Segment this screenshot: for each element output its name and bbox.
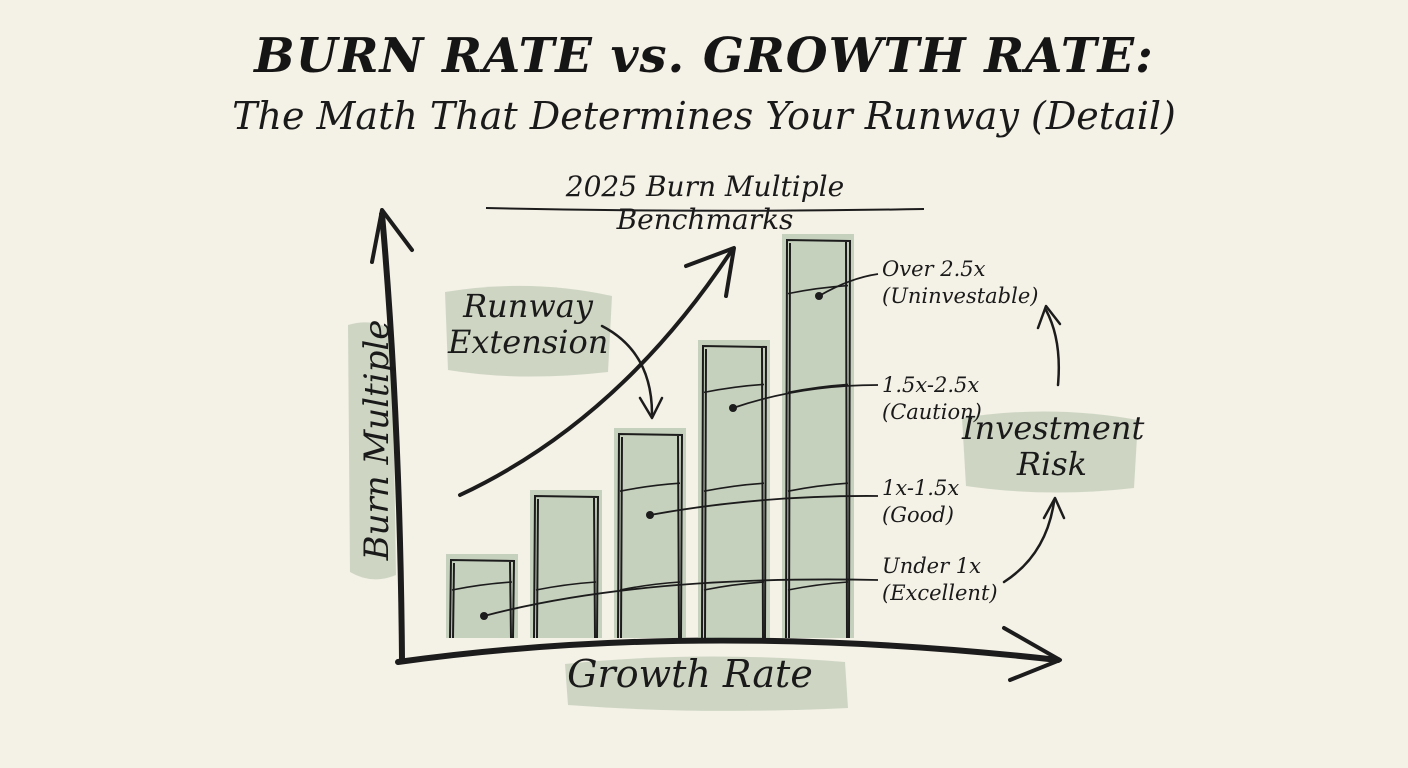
runway-arrow (600, 324, 654, 416)
bar-5-segment (787, 284, 849, 295)
risk-lower-arrow (1002, 500, 1056, 584)
tier-rating: (Good) (882, 503, 954, 527)
x-axis-arrowhead (1002, 626, 1062, 682)
leader-line-caution (732, 384, 879, 409)
runway-arrowhead (638, 396, 664, 420)
bar-4-segment (703, 482, 765, 492)
risk-up-arrowhead (1036, 304, 1062, 330)
bar-5 (785, 238, 852, 639)
y-axis-arrowhead (370, 208, 414, 264)
tier-range: Over 2.5x (882, 257, 986, 281)
risk-wash (962, 411, 1138, 493)
y-axis-wash (348, 322, 396, 580)
bar-3-segment (619, 482, 681, 492)
tier-rating: (Excellent) (882, 581, 998, 605)
bar-1 (449, 558, 516, 639)
bar-wash-2 (530, 490, 602, 638)
tier-leaders (480, 273, 879, 620)
bar-5-segment (787, 383, 849, 394)
tier-label-good: 1x-1.5x (Good) (882, 475, 959, 529)
x-axis-line (395, 637, 1061, 665)
tier-label-excellent: Under 1x (Excellent) (882, 553, 998, 607)
runway-wash (445, 285, 612, 377)
page-subtitle: The Math That Determines Your Runway (De… (232, 94, 1176, 138)
tier-range: 1.5x-2.5x (882, 373, 980, 397)
risk-up-arrow (1044, 308, 1061, 387)
bar-wash-3 (614, 428, 686, 638)
tier-rating: (Uninvestable) (882, 284, 1039, 308)
bar-5-segment (787, 581, 849, 591)
y-axis-line (379, 211, 405, 663)
tier-label-caution: 1.5x-2.5x (Caution) (882, 372, 982, 426)
leader-line-uninvestable (818, 273, 879, 297)
growth-trend-arrow (458, 248, 734, 497)
investment-risk-callout: Investment Risk (962, 409, 1145, 483)
chart-title-underline (485, 207, 925, 212)
bar-3-segment (619, 581, 681, 591)
runway-extension-callout: Runway Extension (448, 287, 609, 361)
leader-line-excellent (483, 578, 879, 617)
bars-group (446, 234, 854, 639)
bar-3 (617, 432, 684, 639)
bar-2-segment (535, 581, 597, 591)
growth-trend-arrowhead (684, 246, 736, 298)
x-axis-wash (565, 656, 848, 711)
bar-2 (533, 494, 600, 639)
bar-4-segment (703, 383, 765, 394)
tier-range: Under 1x (882, 554, 982, 578)
x-axis-label: Growth Rate (567, 652, 813, 696)
chart-title: 2025 Burn Multiple Benchmarks (565, 170, 845, 236)
bar-wash-1 (446, 554, 518, 638)
y-axis-label: Burn Multiple (357, 319, 397, 561)
tier-label-uninvestable: Over 2.5x (Uninvestable) (882, 256, 1038, 310)
page-title: BURN RATE vs. GROWTH RATE: (254, 28, 1154, 84)
tier-range: 1x-1.5x (882, 476, 960, 500)
bar-5-segment (787, 482, 849, 492)
tier-rating: (Caution) (882, 400, 982, 424)
bar-wash-5 (782, 234, 854, 638)
bar-1-segment (451, 581, 513, 591)
risk-lower-arrowhead (1042, 496, 1066, 520)
leader-line-good (649, 495, 879, 516)
bar-4-segment (703, 581, 765, 591)
